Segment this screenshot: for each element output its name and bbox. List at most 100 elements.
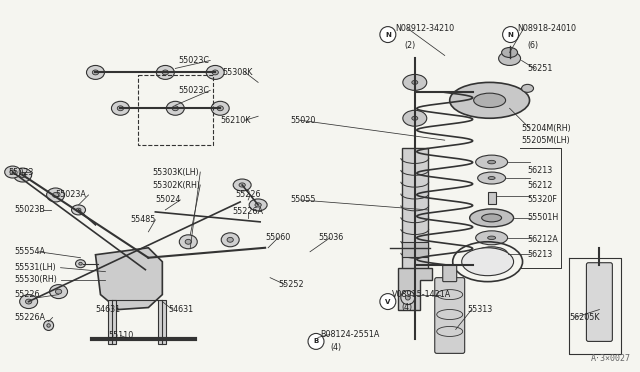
Ellipse shape (239, 183, 245, 187)
Text: 56210K: 56210K (220, 116, 251, 125)
Ellipse shape (166, 101, 184, 115)
Ellipse shape (86, 65, 104, 79)
Ellipse shape (172, 106, 179, 111)
Text: V08915-1421A: V08915-1421A (392, 290, 451, 299)
Ellipse shape (474, 93, 506, 108)
Text: 55226A: 55226A (15, 313, 45, 322)
Text: 55023A: 55023A (56, 190, 86, 199)
Text: 55302K(RH): 55302K(RH) (152, 180, 200, 189)
Ellipse shape (482, 214, 502, 222)
Circle shape (380, 294, 396, 310)
Text: N: N (508, 32, 513, 38)
Ellipse shape (450, 82, 529, 118)
Text: N: N (385, 32, 391, 38)
Ellipse shape (403, 110, 427, 126)
Text: 55060: 55060 (265, 233, 291, 242)
Text: 56212: 56212 (527, 180, 553, 189)
Ellipse shape (20, 295, 38, 308)
Text: 55226: 55226 (235, 190, 260, 199)
Ellipse shape (476, 155, 508, 169)
Ellipse shape (179, 235, 197, 249)
Text: B: B (314, 339, 319, 344)
Ellipse shape (233, 179, 251, 191)
Ellipse shape (44, 321, 54, 330)
Ellipse shape (522, 84, 534, 92)
Text: 55205M(LH): 55205M(LH) (522, 136, 570, 145)
Text: 55554A: 55554A (15, 247, 45, 256)
Text: 56213: 56213 (527, 166, 553, 174)
Ellipse shape (52, 193, 59, 198)
Ellipse shape (488, 236, 495, 240)
FancyBboxPatch shape (443, 265, 457, 282)
Ellipse shape (461, 248, 513, 276)
Text: 55055: 55055 (290, 195, 316, 205)
Ellipse shape (403, 74, 427, 90)
Circle shape (308, 333, 324, 349)
Ellipse shape (49, 285, 68, 299)
Ellipse shape (211, 101, 229, 115)
Ellipse shape (13, 168, 31, 182)
Text: 55531(LH): 55531(LH) (15, 263, 56, 272)
Ellipse shape (499, 51, 520, 65)
Text: 55303K(LH): 55303K(LH) (152, 167, 199, 177)
Polygon shape (95, 248, 163, 310)
Ellipse shape (26, 299, 32, 304)
Ellipse shape (212, 70, 218, 75)
Ellipse shape (10, 170, 15, 174)
Ellipse shape (412, 80, 418, 84)
FancyBboxPatch shape (435, 278, 465, 353)
Bar (108, 299, 116, 344)
Ellipse shape (92, 70, 99, 75)
Bar (402, 148, 428, 270)
Ellipse shape (255, 203, 261, 207)
Ellipse shape (47, 324, 51, 327)
Text: N08918-24010: N08918-24010 (518, 24, 577, 33)
Ellipse shape (156, 65, 174, 79)
Text: 55226A: 55226A (232, 208, 263, 217)
Ellipse shape (4, 166, 20, 178)
Ellipse shape (476, 247, 508, 261)
Ellipse shape (405, 295, 410, 300)
Ellipse shape (76, 208, 81, 212)
Ellipse shape (76, 260, 86, 268)
Text: 55023: 55023 (9, 167, 34, 177)
Text: 56213: 56213 (527, 250, 553, 259)
Text: 55252: 55252 (278, 280, 304, 289)
Ellipse shape (401, 291, 415, 305)
Bar (138, 76, 213, 145)
Bar (158, 299, 166, 344)
Text: 55308K: 55308K (222, 68, 253, 77)
Ellipse shape (217, 106, 223, 111)
Text: 55530(RH): 55530(RH) (15, 275, 58, 284)
Text: 56251: 56251 (527, 64, 553, 73)
Text: 55023C: 55023C (179, 86, 209, 95)
Ellipse shape (111, 101, 129, 115)
Ellipse shape (502, 48, 518, 58)
Text: 55485: 55485 (131, 215, 156, 224)
Text: V: V (385, 299, 390, 305)
Ellipse shape (470, 209, 513, 227)
Ellipse shape (221, 233, 239, 247)
Circle shape (502, 26, 518, 42)
Text: 54631: 54631 (95, 305, 120, 314)
Text: 55110: 55110 (108, 331, 134, 340)
Ellipse shape (488, 177, 495, 180)
Ellipse shape (162, 70, 168, 75)
Ellipse shape (476, 231, 508, 245)
Ellipse shape (72, 205, 86, 215)
Text: (4): (4) (330, 343, 341, 352)
Text: (6): (6) (527, 41, 539, 50)
Text: 55204M(RH): 55204M(RH) (522, 124, 572, 133)
Ellipse shape (79, 262, 83, 265)
Ellipse shape (185, 239, 191, 244)
Text: 55023C: 55023C (179, 56, 209, 65)
Ellipse shape (488, 252, 495, 256)
Text: 55020: 55020 (290, 116, 316, 125)
Text: 55226: 55226 (15, 290, 40, 299)
Bar (488, 192, 495, 204)
Text: 55036: 55036 (318, 233, 343, 242)
Text: (2): (2) (405, 41, 416, 50)
Ellipse shape (249, 199, 267, 211)
Bar (402, 242, 428, 257)
Circle shape (380, 26, 396, 42)
